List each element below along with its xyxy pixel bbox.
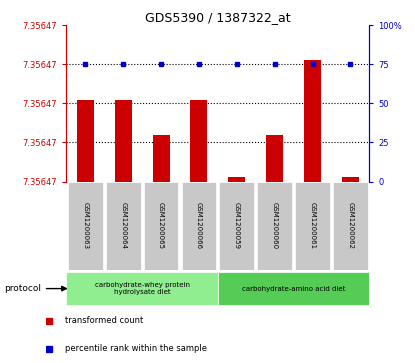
Text: GSM1200060: GSM1200060 — [272, 203, 278, 249]
Bar — [190, 100, 208, 182]
Bar — [68, 182, 103, 270]
Bar — [304, 60, 321, 182]
Text: percentile rank within the sample: percentile rank within the sample — [65, 344, 207, 354]
Text: carbohydrate-whey protein
hydrolysate diet: carbohydrate-whey protein hydrolysate di… — [95, 282, 190, 295]
Bar — [218, 272, 369, 305]
Text: GSM1200065: GSM1200065 — [158, 203, 164, 249]
Text: GSM1200064: GSM1200064 — [120, 203, 126, 249]
Bar — [228, 177, 245, 182]
Bar — [144, 182, 178, 270]
Title: GDS5390 / 1387322_at: GDS5390 / 1387322_at — [145, 11, 290, 24]
Text: GSM1200059: GSM1200059 — [234, 203, 240, 249]
Bar — [106, 182, 141, 270]
Text: GSM1200066: GSM1200066 — [196, 203, 202, 249]
Bar — [257, 182, 292, 270]
Text: GSM1200063: GSM1200063 — [82, 203, 88, 249]
Text: GSM1200061: GSM1200061 — [310, 203, 315, 249]
Bar — [333, 182, 368, 270]
Bar — [295, 182, 330, 270]
Text: transformed count: transformed count — [65, 316, 143, 325]
Text: GSM1200062: GSM1200062 — [347, 203, 354, 249]
Text: protocol: protocol — [4, 284, 41, 293]
Bar — [153, 135, 170, 182]
Bar — [115, 100, 132, 182]
Bar — [342, 177, 359, 182]
Bar — [77, 100, 94, 182]
Bar — [181, 182, 216, 270]
Bar — [266, 135, 283, 182]
Text: carbohydrate-amino acid diet: carbohydrate-amino acid diet — [242, 286, 345, 291]
Bar — [66, 272, 218, 305]
Bar — [220, 182, 254, 270]
